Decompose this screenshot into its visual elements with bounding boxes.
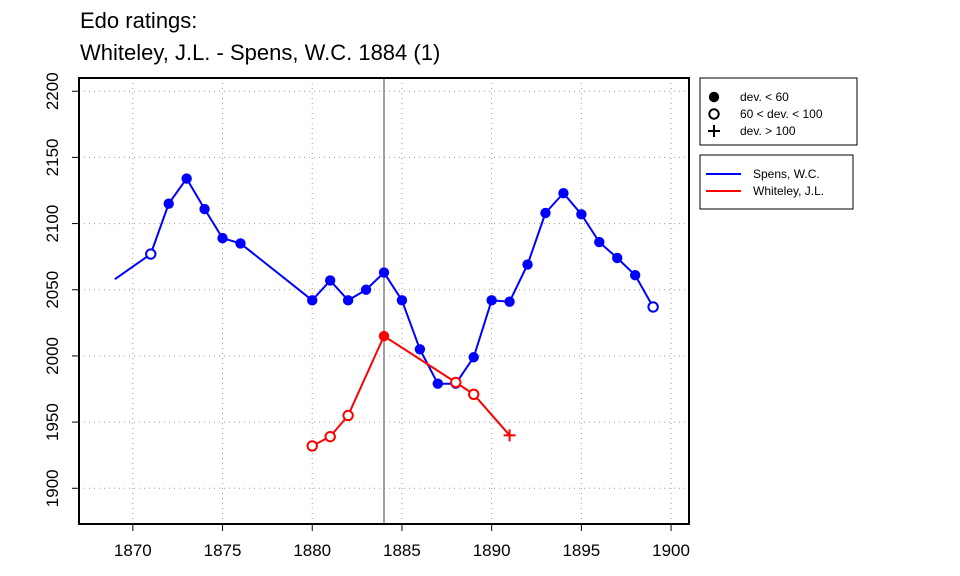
marker-legend-label: dev. > 100	[740, 124, 796, 138]
y-tick-label: 2050	[43, 271, 62, 309]
series-1	[306, 330, 516, 452]
marker-filled	[324, 275, 336, 286]
y-tick-label: 1900	[43, 469, 62, 507]
marker-filled	[235, 238, 246, 249]
marker-filled	[468, 352, 479, 363]
marker-filled	[378, 267, 390, 278]
marker-filled	[522, 259, 533, 270]
marker-filled	[378, 330, 390, 342]
marker-filled	[558, 187, 569, 199]
marker-filled	[612, 252, 623, 264]
marker-legend: dev. < 60 60 < dev. < 100 dev. > 100	[699, 77, 858, 146]
marker-open	[145, 248, 157, 260]
x-axis: 1870 1875 1880 1885 1890 1895 1900	[114, 524, 690, 560]
marker-filled	[504, 296, 515, 307]
marker-legend-label: dev. < 60	[740, 90, 789, 104]
x-tick-label: 1890	[473, 541, 511, 560]
series-line	[311, 335, 511, 447]
marker-open	[306, 440, 318, 452]
marker-plus	[708, 125, 720, 137]
marker-filled	[199, 203, 210, 215]
y-tick-label: 2200	[43, 72, 62, 110]
x-tick-label: 1895	[562, 541, 600, 560]
x-tick-label: 1875	[204, 541, 242, 560]
x-tick-label: 1880	[293, 541, 331, 560]
series-legend-label: Whiteley, J.L.	[753, 184, 824, 198]
plot-frame	[78, 77, 690, 525]
marker-plus	[503, 429, 516, 442]
x-tick-label: 1900	[652, 541, 690, 560]
y-tick-label: 2100	[43, 205, 62, 243]
x-tick-label: 1885	[383, 541, 421, 560]
marker-filled	[594, 236, 605, 248]
marker-open	[468, 388, 480, 401]
marker-filled	[307, 295, 318, 306]
x-tick-label: 1870	[114, 541, 152, 560]
marker-filled	[414, 344, 426, 355]
y-axis: 1900 1950 2000 2050 2100 2150 2200	[43, 72, 79, 507]
marker-filled	[486, 295, 497, 306]
marker-legend-label: 60 < dev. < 100	[740, 107, 823, 121]
chart-title-line-2: Whiteley, J.L. - Spens, W.C. 1884 (1)	[80, 40, 441, 65]
chart-title-line-1: Edo ratings:	[80, 8, 198, 33]
y-tick-label: 2000	[43, 337, 62, 375]
marker-filled	[181, 173, 192, 184]
marker-filled	[576, 209, 587, 220]
marker-filled	[217, 232, 228, 244]
series-legend-label: Spens, W.C.	[753, 167, 820, 181]
marker-open	[342, 409, 354, 422]
y-tick-label: 1950	[43, 403, 62, 441]
series-legend: Spens, W.C. Whiteley, J.L.	[699, 154, 854, 210]
marker-filled	[163, 198, 174, 209]
marker-open	[450, 376, 462, 389]
marker-filled	[540, 207, 551, 219]
marker-filled	[360, 284, 372, 295]
y-tick-label: 2150	[43, 138, 62, 176]
marker-filled	[432, 378, 444, 389]
series-0	[114, 173, 659, 389]
marker-filled	[629, 269, 641, 281]
marker-filled	[342, 295, 354, 306]
marker-filled	[396, 295, 408, 306]
series-layer	[114, 173, 659, 452]
marker-open	[708, 108, 720, 120]
marker-open	[647, 301, 659, 313]
marker-filled	[708, 91, 720, 103]
marker-open	[324, 430, 336, 443]
